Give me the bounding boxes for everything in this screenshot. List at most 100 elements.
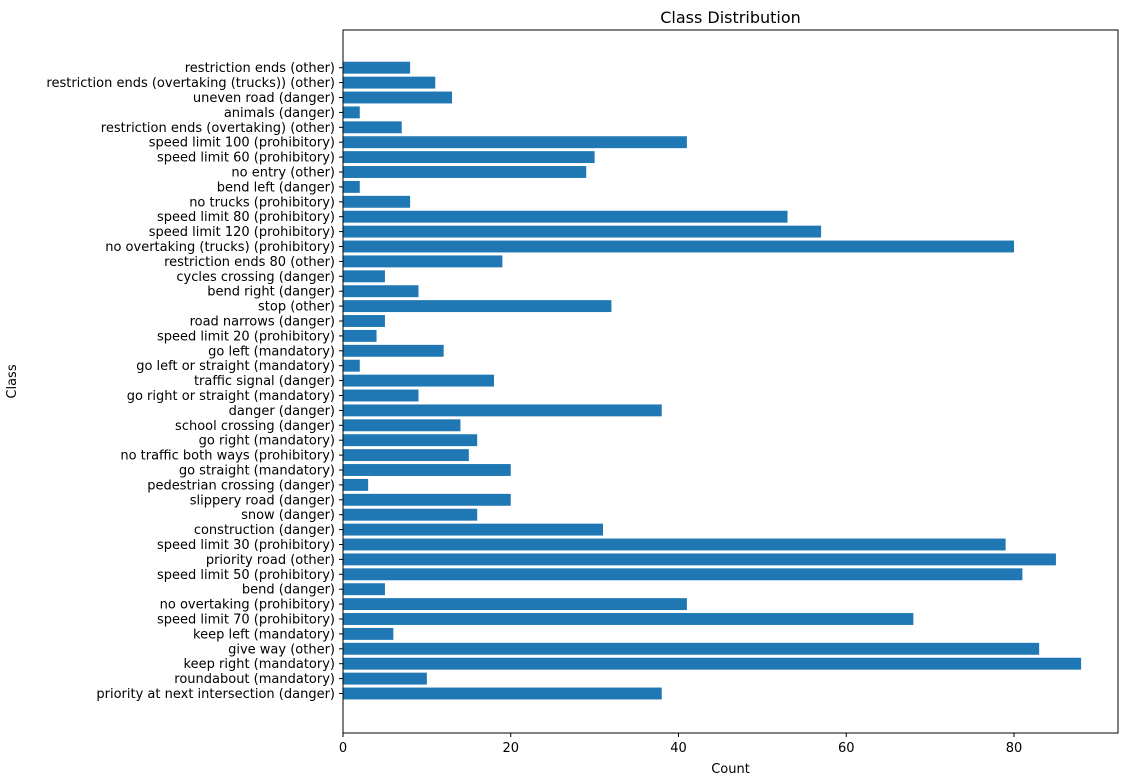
y-ticks: priority at next intersection (danger)ro…: [46, 61, 343, 702]
bar: [343, 404, 662, 417]
x-axis-label: Count: [711, 762, 750, 777]
y-tick-label: speed limit 30 (prohibitory): [157, 538, 335, 553]
y-tick-label: speed limit 60 (prohibitory): [157, 151, 335, 166]
y-tick-label: go straight (mandatory): [179, 464, 335, 479]
y-tick-label: speed limit 120 (prohibitory): [149, 225, 335, 240]
bar: [343, 255, 503, 268]
bar: [343, 106, 360, 119]
bar: [343, 210, 788, 223]
bar: [343, 136, 687, 149]
y-tick-label: no overtaking (prohibitory): [160, 598, 335, 613]
y-tick-label: danger (danger): [229, 404, 335, 419]
x-tick-label: 20: [502, 741, 519, 756]
bars-layer: [343, 61, 1082, 700]
y-tick-label: speed limit 50 (prohibitory): [157, 568, 335, 583]
chart-title: Class Distribution: [660, 8, 801, 27]
bar: [343, 687, 662, 700]
bar: [343, 121, 402, 134]
bar: [343, 613, 914, 625]
y-tick-label: cycles crossing (danger): [176, 270, 335, 285]
x-tick-label: 40: [670, 741, 687, 756]
bar: [343, 315, 385, 327]
bar: [343, 180, 360, 193]
x-tick-label: 0: [339, 741, 347, 756]
bar: [343, 151, 595, 164]
y-tick-label: speed limit 80 (prohibitory): [157, 210, 335, 225]
bar: [343, 76, 436, 89]
y-tick-label: no overtaking (trucks) (prohibitory): [105, 240, 335, 255]
y-tick-label: bend right (danger): [207, 285, 335, 300]
y-tick-label: road narrows (danger): [190, 315, 335, 330]
bar: [343, 419, 461, 432]
bar: [343, 329, 377, 342]
bar: [343, 538, 1006, 551]
bar: [343, 195, 411, 208]
y-tick-label: no trucks (prohibitory): [189, 195, 335, 210]
bar: [343, 523, 604, 536]
y-tick-label: bend left (danger): [217, 180, 335, 195]
y-tick-label: go right (mandatory): [199, 434, 335, 449]
bar: [343, 672, 427, 685]
y-tick-label: roundabout (mandatory): [174, 672, 335, 687]
y-tick-label: speed limit 20 (prohibitory): [157, 329, 335, 344]
bar: [343, 598, 687, 611]
y-tick-label: keep right (mandatory): [184, 657, 335, 672]
y-tick-label: construction (danger): [194, 523, 335, 538]
bar: [343, 449, 469, 462]
y-axis-label: Class: [5, 364, 20, 398]
bar: [343, 583, 385, 596]
y-tick-label: stop (other): [258, 300, 335, 315]
x-tick-label: 80: [1006, 741, 1023, 756]
plot-frame: [342, 29, 1119, 734]
y-tick-label: no entry (other): [231, 166, 335, 181]
bar: [343, 657, 1082, 670]
y-tick-label: school crossing (danger): [175, 419, 335, 434]
y-tick-label: give way (other): [228, 642, 335, 657]
bar: [343, 359, 360, 372]
y-tick-label: keep left (mandatory): [193, 627, 335, 642]
bar: [343, 374, 494, 387]
y-tick-label: priority road (other): [206, 553, 335, 568]
y-tick-label: uneven road (danger): [193, 91, 335, 106]
bar: [343, 642, 1040, 655]
y-tick-label: animals (danger): [224, 106, 335, 121]
x-ticks: 0 20 40 60 80: [339, 733, 1022, 756]
bar: [343, 389, 419, 402]
y-tick-label: speed limit 100 (prohibitory): [149, 136, 335, 151]
bar: [343, 493, 511, 506]
y-tick-label: go left (mandatory): [208, 344, 335, 359]
bar: [343, 166, 587, 178]
y-tick-label: priority at next intersection (danger): [96, 687, 335, 702]
y-tick-label: go right or straight (mandatory): [127, 389, 335, 404]
y-tick-label: restriction ends 80 (other): [164, 255, 335, 270]
bar: [343, 434, 478, 447]
bar: [343, 300, 612, 313]
bar: [343, 478, 369, 491]
x-tick-label: 60: [838, 741, 855, 756]
bar: [343, 91, 453, 104]
bar: [343, 553, 1056, 566]
bar: [343, 508, 478, 521]
y-tick-label: restriction ends (overtaking (trucks)) (…: [46, 76, 335, 91]
y-tick-label: no traffic both ways (prohibitory): [120, 449, 335, 464]
y-tick-label: restriction ends (other): [185, 61, 335, 76]
bar: [343, 344, 444, 357]
bar: [343, 464, 511, 476]
y-tick-label: traffic signal (danger): [194, 374, 335, 389]
y-tick-label: slippery road (danger): [190, 493, 335, 508]
y-tick-label: speed limit 70 (prohibitory): [157, 613, 335, 628]
y-tick-label: go left or straight (mandatory): [136, 359, 335, 374]
bar: [343, 568, 1023, 581]
y-tick-label: pedestrian crossing (danger): [147, 478, 335, 493]
y-tick-label: restriction ends (overtaking) (other): [101, 121, 335, 136]
y-tick-label: bend (danger): [242, 583, 335, 598]
bar: [343, 61, 411, 74]
y-tick-label: snow (danger): [241, 508, 335, 523]
bar: [343, 270, 385, 283]
bar: [343, 285, 419, 298]
bar: [343, 627, 394, 640]
bar: [343, 240, 1014, 253]
bar: [343, 225, 822, 238]
